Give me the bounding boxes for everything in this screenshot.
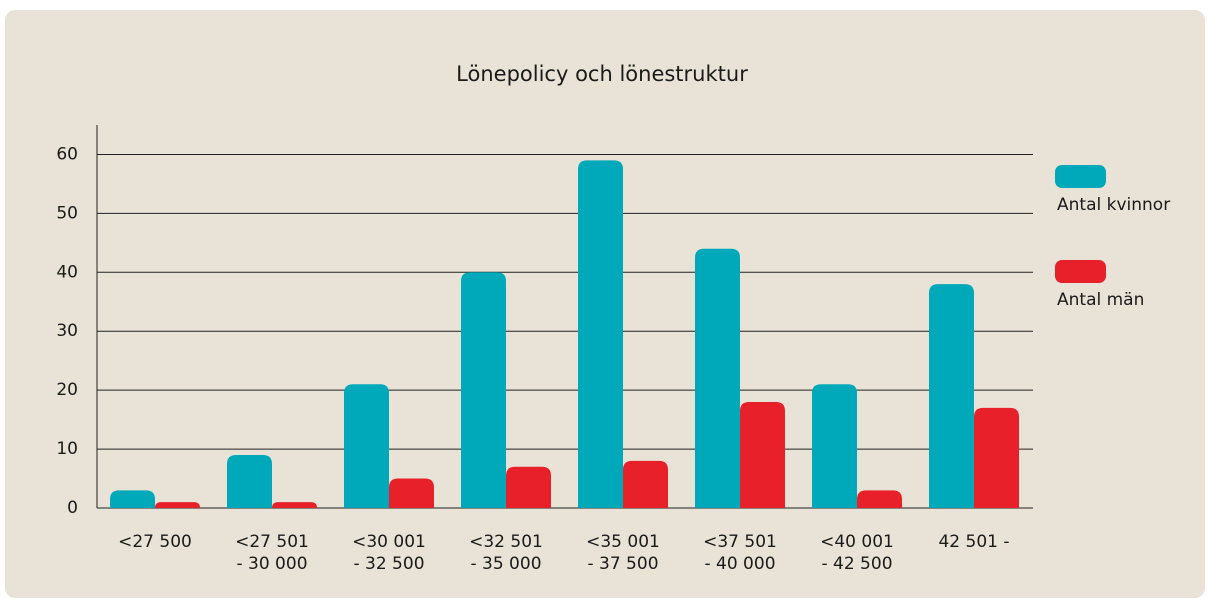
chart-title: Lönepolicy och lönestruktur (456, 62, 748, 86)
bar (344, 384, 389, 508)
legend-label: Antal män (1057, 290, 1144, 310)
legend-swatch (1055, 165, 1106, 188)
x-tick-label: <27 501 (235, 532, 309, 552)
bar (623, 460, 668, 508)
x-tick-label: <35 001 (586, 532, 660, 552)
x-tick-label: - 30 000 (236, 554, 307, 574)
bar (389, 478, 434, 508)
y-tick-label: 60 (56, 144, 78, 164)
x-tick-label: - 40 000 (704, 554, 775, 574)
bar (578, 160, 623, 508)
bar (974, 407, 1019, 508)
x-tick-label: - 37 500 (587, 554, 658, 574)
x-tick-label: <30 001 (352, 532, 426, 552)
bar (155, 502, 200, 508)
y-tick-label: 10 (56, 439, 78, 459)
bar (227, 454, 272, 508)
bar (812, 384, 857, 508)
x-tick-label: 42 501 - (938, 532, 1009, 552)
y-tick-label: 50 (56, 203, 78, 223)
legend-swatch (1055, 260, 1106, 283)
bar (110, 490, 155, 508)
x-tick-label: <32 501 (469, 532, 543, 552)
bar (461, 272, 506, 508)
bar (740, 401, 785, 508)
x-tick-label: <40 001 (820, 532, 894, 552)
bar (695, 248, 740, 508)
bar (857, 490, 902, 508)
x-tick-label: <27 500 (118, 532, 192, 552)
bar (929, 284, 974, 508)
y-tick-label: 0 (67, 498, 78, 518)
x-tick-label: <37 501 (703, 532, 777, 552)
bar (272, 502, 317, 508)
y-tick-label: 30 (56, 321, 78, 341)
bar (506, 466, 551, 508)
legend-label: Antal kvinnor (1057, 195, 1170, 215)
x-tick-label: - 35 000 (470, 554, 541, 574)
x-tick-label: - 32 500 (353, 554, 424, 574)
x-tick-label: - 42 500 (821, 554, 892, 574)
y-tick-label: 40 (56, 262, 78, 282)
y-tick-label: 20 (56, 380, 78, 400)
